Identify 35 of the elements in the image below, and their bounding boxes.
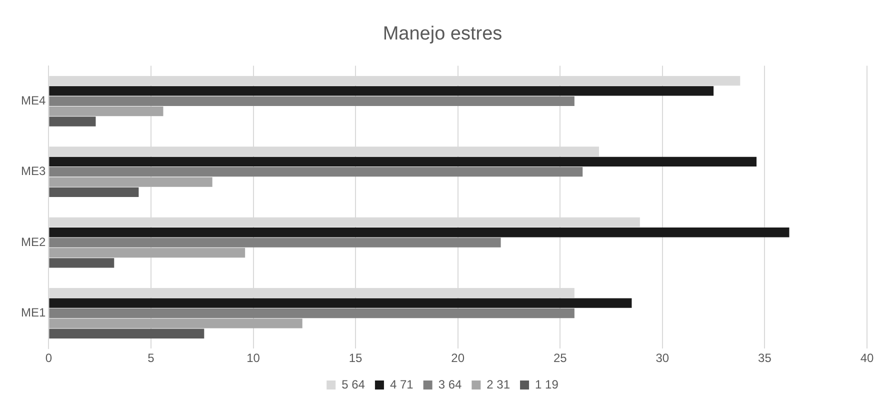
legend-label: 5 64 — [342, 377, 366, 392]
bar — [49, 86, 714, 96]
bar — [49, 328, 204, 338]
legend-label: 1 19 — [535, 377, 559, 392]
bar — [49, 116, 96, 126]
x-tick-label: 35 — [758, 351, 772, 366]
bar — [49, 258, 114, 268]
y-tick-label: ME4 — [20, 93, 46, 108]
bar — [49, 308, 574, 318]
x-tick-label: 40 — [860, 351, 874, 366]
bar — [49, 187, 139, 198]
x-tick-label: 20 — [451, 351, 465, 366]
y-tick-label: ME1 — [20, 306, 46, 320]
bar — [49, 318, 302, 328]
y-tick-label: ME2 — [20, 234, 46, 249]
bar — [49, 177, 212, 187]
bar — [49, 156, 757, 167]
bar — [49, 238, 501, 248]
chart-title: Manejo estres — [382, 24, 502, 45]
x-tick-label: 10 — [246, 351, 260, 366]
bar — [49, 248, 246, 258]
legend-label: 4 71 — [390, 377, 414, 392]
legend-label: 3 64 — [438, 377, 462, 392]
x-tick-label: 30 — [656, 351, 670, 366]
bar — [49, 106, 164, 116]
x-tick-label: 25 — [553, 351, 568, 366]
x-tick-label: 15 — [348, 351, 363, 366]
bar — [49, 228, 790, 238]
legend-label: 2 31 — [486, 377, 510, 392]
x-tick-label: 0 — [45, 351, 52, 366]
bar — [49, 96, 574, 106]
bar — [49, 298, 632, 308]
y-tick-label: ME3 — [20, 164, 46, 178]
x-tick-label: 5 — [148, 351, 155, 366]
bar — [49, 167, 583, 177]
